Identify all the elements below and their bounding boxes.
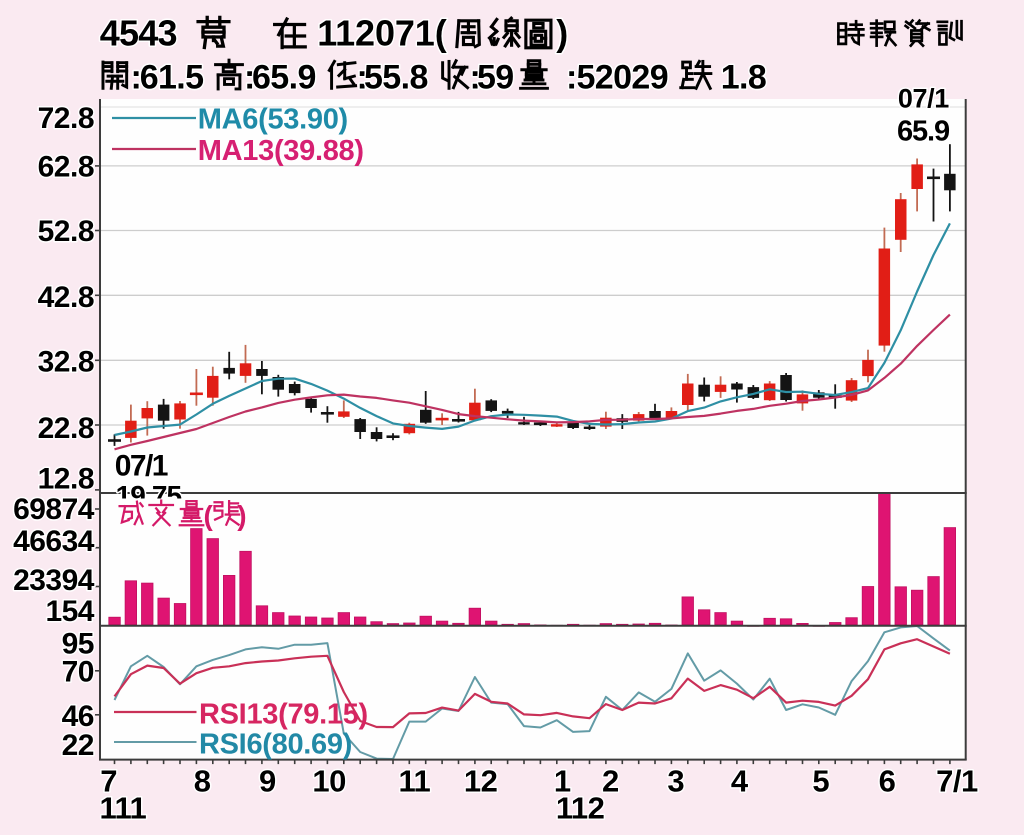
svg-text:112071(: 112071( — [317, 12, 447, 53]
svg-text:12.8: 12.8 — [38, 463, 94, 496]
svg-text:07/1: 07/1 — [898, 84, 949, 114]
svg-text:RSI13(79.15): RSI13(79.15) — [199, 699, 368, 731]
svg-text:23394: 23394 — [13, 564, 95, 597]
svg-text:69874: 69874 — [13, 493, 95, 526]
svg-text:1.8: 1.8 — [721, 59, 766, 97]
svg-text:55.8: 55.8 — [364, 59, 428, 97]
svg-text:07/1: 07/1 — [115, 450, 168, 483]
svg-text:65.9: 65.9 — [252, 59, 316, 97]
svg-text:65.9: 65.9 — [897, 116, 950, 148]
svg-text:7/1: 7/1 — [936, 763, 978, 798]
svg-text:): ) — [237, 500, 246, 531]
svg-text::: : — [131, 59, 142, 97]
svg-text:5: 5 — [812, 763, 829, 798]
svg-text:112: 112 — [556, 791, 605, 826]
svg-text:154: 154 — [45, 595, 94, 628]
svg-text::: : — [470, 59, 481, 97]
svg-text:RSI6(80.69): RSI6(80.69) — [199, 729, 352, 761]
svg-text::: : — [244, 59, 255, 97]
svg-text:11: 11 — [399, 763, 431, 798]
svg-text:): ) — [556, 12, 568, 53]
svg-text:62.8: 62.8 — [38, 151, 94, 184]
svg-text:70: 70 — [62, 656, 94, 689]
svg-text:4: 4 — [731, 763, 749, 798]
svg-text:3: 3 — [667, 763, 684, 798]
svg-text:MA13(39.88): MA13(39.88) — [198, 135, 364, 167]
svg-text:MA6(53.90): MA6(53.90) — [198, 104, 348, 136]
svg-text:7: 7 — [100, 763, 117, 798]
svg-text:8: 8 — [194, 763, 211, 798]
svg-text:1: 1 — [554, 763, 571, 798]
svg-text:61.5: 61.5 — [140, 59, 204, 97]
svg-text:(: ( — [204, 500, 214, 531]
svg-text:59: 59 — [477, 59, 514, 97]
svg-text:52.8: 52.8 — [38, 215, 94, 248]
svg-text:111: 111 — [100, 791, 147, 826]
svg-text:46: 46 — [62, 700, 94, 733]
svg-text:95: 95 — [62, 628, 94, 661]
svg-text:2: 2 — [602, 763, 619, 798]
svg-text:19.75: 19.75 — [116, 480, 182, 511]
svg-text:4543: 4543 — [100, 12, 177, 53]
svg-text:12: 12 — [464, 763, 497, 798]
svg-text:9: 9 — [259, 763, 276, 798]
svg-text:10: 10 — [312, 763, 345, 798]
svg-text:32.8: 32.8 — [38, 346, 94, 379]
svg-text:52029: 52029 — [577, 59, 669, 97]
svg-text::: : — [357, 59, 368, 97]
svg-text:22: 22 — [62, 729, 94, 762]
svg-text:46634: 46634 — [13, 525, 95, 558]
svg-text:42.8: 42.8 — [38, 281, 94, 314]
svg-text:72.8: 72.8 — [38, 102, 94, 135]
svg-text::: : — [566, 59, 577, 97]
svg-text:22.8: 22.8 — [38, 412, 94, 445]
svg-text:6: 6 — [879, 763, 896, 798]
